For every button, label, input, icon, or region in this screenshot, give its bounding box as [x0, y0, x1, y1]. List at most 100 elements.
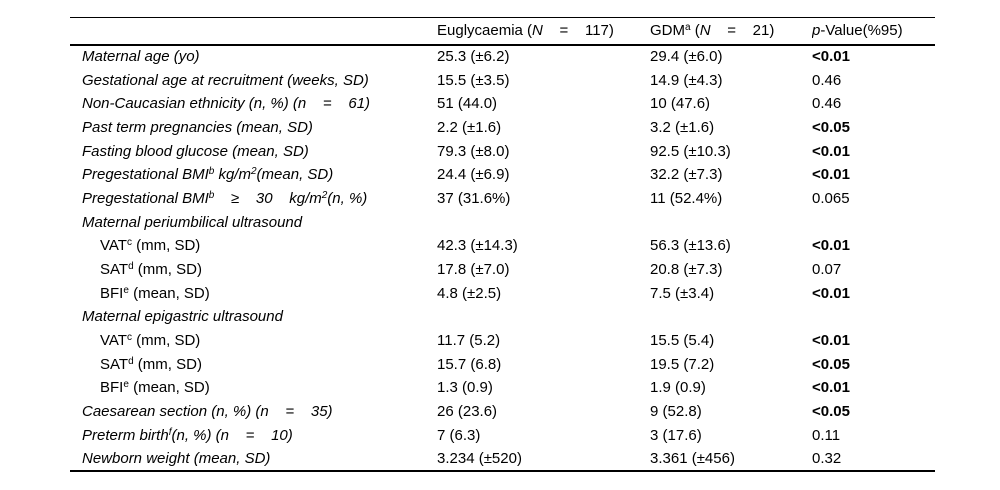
- table-row: SATd (mm, SD) 17.8 (±7.0) 20.8 (±7.3) 0.07: [70, 258, 935, 282]
- row-label: Preterm birthf(n, %) (n = 10): [70, 424, 437, 448]
- superscript-footnote-marker: b: [208, 189, 215, 201]
- p-value: <0.05: [812, 118, 850, 136]
- table-row: Maternal age (yo) 25.3 (±6.2) 29.4 (±6.0) <…: [70, 45, 935, 69]
- row-label: Non-Caucasian ethnicity (n, %) (n = 61): [70, 92, 437, 116]
- p-value: 0.065: [812, 189, 850, 207]
- row-label: VATc (mm, SD): [70, 329, 437, 353]
- p-value: 0.46: [812, 95, 842, 113]
- text-segment: Pregestational BMI: [82, 166, 209, 184]
- gdm-value: 7.5 (±3.4): [650, 284, 715, 302]
- euglycaemia-value: 3.234 (±520): [437, 450, 522, 468]
- euglycaemia-value: 24.4 (±6.9): [437, 166, 510, 184]
- p-value: <0.01: [812, 166, 850, 184]
- text-segment: BFI: [100, 284, 124, 302]
- gdm-value: 29.4 (±6.0): [650, 48, 723, 66]
- text-segment: (: [690, 22, 700, 40]
- column-header-p-value: p-Value(%95): [812, 18, 935, 45]
- row-label: Newborn weight (mean, SD): [70, 447, 437, 471]
- euglycaemia-value: 15.5 (±3.5): [437, 71, 510, 89]
- gdm-value: [650, 210, 812, 234]
- p-value: 0.07: [812, 261, 842, 279]
- gdm-value: 3 (17.6): [650, 426, 702, 444]
- text-segment: Newborn weight (mean, SD): [82, 450, 271, 468]
- gdm-value: 9 (52.8): [650, 403, 702, 421]
- table-row: Newborn weight (mean, SD) 3.234 (±520) 3.3…: [70, 447, 935, 471]
- text-segment: Non-Caucasian ethnicity (n, %) (n = 61): [82, 95, 371, 113]
- table-row: Fasting blood glucose (mean, SD) 79.3 (±8…: [70, 139, 935, 163]
- table-row: Preterm birthf(n, %) (n = 10) 7 (6.3) 3 (1…: [70, 424, 935, 448]
- text-segment: (n, %) (n = 10): [171, 426, 293, 444]
- text-segment: Caesarean section (n, %) (n = 35): [82, 403, 333, 421]
- row-label: Past term pregnancies (mean, SD): [70, 116, 437, 140]
- text-segment: (mean, SD): [256, 166, 334, 184]
- text-segment: SAT: [100, 261, 129, 279]
- euglycaemia-value: 7 (6.3): [437, 426, 481, 444]
- p-value: 0.32: [812, 450, 842, 468]
- euglycaemia-value: 1.3 (0.9): [437, 379, 493, 397]
- text-segment: Maternal periumbilical ultrasound: [82, 213, 303, 231]
- table-body: Maternal age (yo) 25.3 (±6.2) 29.4 (±6.0) <…: [70, 45, 935, 471]
- superscript-footnote-marker: e: [123, 284, 129, 296]
- text-segment: p: [812, 22, 821, 40]
- text-segment: Maternal age (yo): [82, 48, 200, 66]
- table-row: Pregestational BMIb kg/m2(mean, SD) 24.4 …: [70, 163, 935, 187]
- superscript-footnote-marker: d: [128, 261, 134, 273]
- row-label: SATd (mm, SD): [70, 258, 437, 282]
- euglycaemia-value: 42.3 (±14.3): [437, 237, 518, 255]
- superscript-footnote-marker: a: [685, 22, 691, 34]
- clinical-characteristics-table: Euglycaemia (N = 117) GDMa (N = 21) p-Valu…: [70, 17, 935, 472]
- text-segment: = 21): [710, 22, 775, 40]
- superscript-footnote-marker: f: [168, 426, 172, 438]
- text-segment: Euglycaemia (: [437, 22, 533, 40]
- text-segment: (n, %): [327, 189, 368, 207]
- gdm-value: 56.3 (±13.6): [650, 237, 731, 255]
- table-row: VATc (mm, SD) 11.7 (5.2) 15.5 (5.4) <0.01: [70, 329, 935, 353]
- p-value: <0.05: [812, 355, 850, 373]
- p-value: <0.01: [812, 332, 850, 350]
- superscript-footnote-marker: d: [128, 355, 134, 367]
- gdm-value: 11 (52.4%): [650, 189, 723, 207]
- table-row: BFIe (mean, SD) 1.3 (0.9) 1.9 (0.9) <0.01: [70, 376, 935, 400]
- section-header-row: Maternal epigastric ultrasound: [70, 305, 935, 329]
- text-segment: (mean, SD): [128, 379, 210, 397]
- text-segment: Past term pregnancies (mean, SD): [82, 118, 313, 136]
- gdm-value: 92.5 (±10.3): [650, 142, 731, 160]
- table-row: Non-Caucasian ethnicity (n, %) (n = 61) 5…: [70, 92, 935, 116]
- euglycaemia-value: [437, 210, 650, 234]
- row-label: Maternal periumbilical ultrasound: [70, 210, 437, 234]
- section-header-row: Maternal periumbilical ultrasound: [70, 210, 935, 234]
- table-row: Past term pregnancies (mean, SD) 2.2 (±1.…: [70, 116, 935, 140]
- gdm-value: 1.9 (0.9): [650, 379, 706, 397]
- p-value: [812, 210, 935, 234]
- table-row: VATc (mm, SD) 42.3 (±14.3) 56.3 (±13.6) <0.…: [70, 234, 935, 258]
- text-segment: (mm, SD): [131, 332, 201, 350]
- gdm-value: 20.8 (±7.3): [650, 261, 723, 279]
- text-segment: Gestational age at recruitment (weeks, S…: [82, 71, 369, 89]
- superscript-footnote-marker: 2: [250, 166, 257, 178]
- row-label: BFIe (mean, SD): [70, 281, 437, 305]
- row-label: BFIe (mean, SD): [70, 376, 437, 400]
- text-segment: -Value(%95): [820, 22, 903, 40]
- text-segment: BFI: [100, 379, 124, 397]
- euglycaemia-value: 25.3 (±6.2): [437, 48, 510, 66]
- text-segment: Preterm birth: [82, 426, 169, 444]
- text-segment: Fasting blood glucose (mean, SD): [82, 142, 309, 160]
- table-row: BFIe (mean, SD) 4.8 (±2.5) 7.5 (±3.4) <0.01: [70, 281, 935, 305]
- euglycaemia-value: [437, 305, 650, 329]
- table-row: Caesarean section (n, %) (n = 35) 26 (23.…: [70, 400, 935, 424]
- p-value: 0.11: [812, 426, 841, 444]
- euglycaemia-value: 15.7 (6.8): [437, 355, 502, 373]
- gdm-value: 3.2 (±1.6): [650, 118, 715, 136]
- superscript-footnote-marker: b: [208, 166, 215, 178]
- gdm-value: 3.361 (±456): [650, 450, 735, 468]
- text-segment: (mm, SD): [133, 261, 202, 279]
- text-segment: (mm, SD): [133, 355, 202, 373]
- gdm-value: 19.5 (7.2): [650, 355, 715, 373]
- table-row: Pregestational BMIb ≥ 30 kg/m2(n, %) 37 (…: [70, 187, 935, 211]
- euglycaemia-value: 26 (23.6): [437, 403, 498, 421]
- text-segment: GDM: [650, 22, 685, 40]
- text-segment: (mean, SD): [128, 284, 210, 302]
- column-header-euglycaemia: Euglycaemia (N = 117): [437, 18, 650, 45]
- table-row: Gestational age at recruitment (weeks, S…: [70, 68, 935, 92]
